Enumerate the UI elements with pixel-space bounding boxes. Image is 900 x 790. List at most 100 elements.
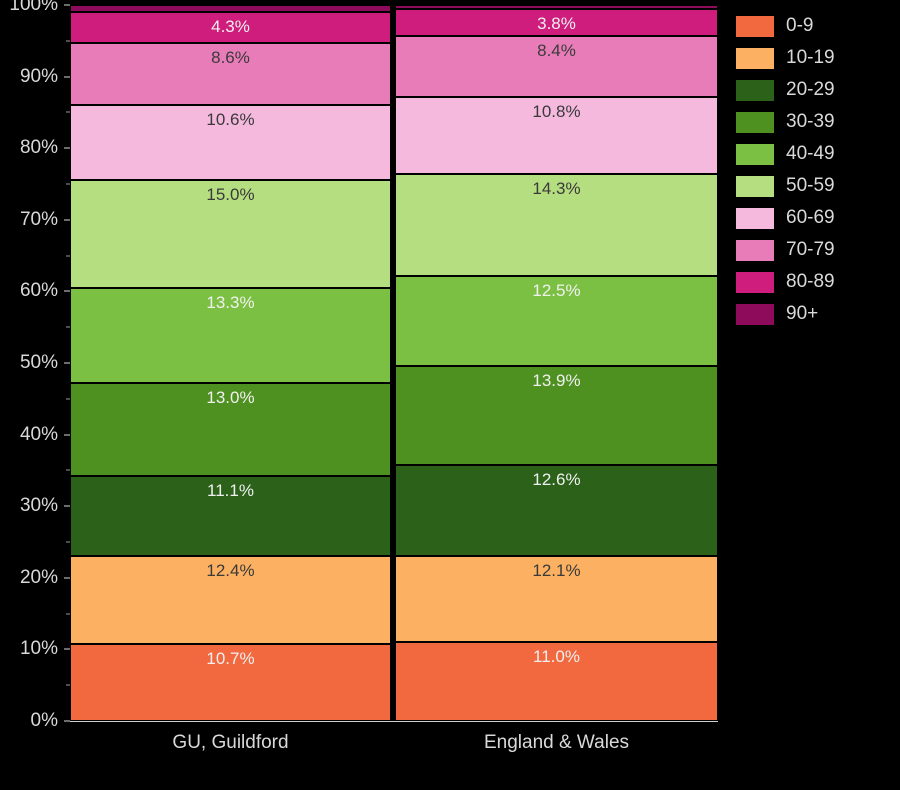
x-axis-line [70,721,718,722]
y-tick-label: 70% [19,208,58,230]
y-tick-label: 0% [30,710,58,731]
y-tick-label: 90% [19,65,58,87]
legend-item-label: 0-9 [786,15,814,36]
bar-gu-guildford[interactable]: 4.3% 8.6% 10.6% 15.0% 13.3% 13.0% 11.1% 12.4% 10… [70,5,391,721]
y-tick-label: 30% [19,495,58,517]
bar-segment-value-label: 12.4% [206,560,255,580]
legend-item-label: 60-69 [786,207,835,228]
bar-segment-value-label: 10.7% [206,649,255,669]
bar-segment-value-label: 12.5% [532,281,581,301]
y-tick-mark-minor [66,40,70,42]
bar-segment-value-label: 14.3% [532,178,581,198]
y-tick-label: 50% [19,352,58,373]
legend-item-label: 80-89 [786,271,835,292]
legend-item-label: 90+ [786,303,819,324]
legend-swatch-icon [736,143,774,165]
bar-segment[interactable]: 3.8% [395,9,718,37]
y-tick-mark [64,362,70,364]
bar-segment[interactable]: 12.6% [395,465,718,556]
y-tick-mark-minor [66,469,70,471]
bar-segment[interactable]: 12.5% [395,276,718,366]
bar-segment-value-label: 10.6% [206,109,255,129]
y-tick-label: 100% [9,0,58,15]
y-tick-label: 10% [19,638,58,660]
bar-segment[interactable]: 12.4% [70,555,391,645]
legend-swatch-icon [736,79,774,101]
legend-item[interactable]: 20-29 [736,74,896,106]
y-tick-mark [64,219,70,221]
y-tick-mark-minor [66,541,70,543]
bar-segment[interactable] [70,5,391,13]
legend-item-label: 40-49 [786,143,835,164]
y-tick-mark [64,4,70,6]
legend-swatch-icon [736,207,774,229]
y-tick-label: 60% [19,280,58,302]
bar-segment[interactable] [395,5,718,10]
y-tick-mark-minor [66,398,70,400]
y-tick-mark-minor [66,613,70,615]
legend-item-label: 70-79 [786,239,835,260]
x-axis-label-0: GU, Guildford [172,732,289,753]
bar-segment-value-label: 10.8% [532,101,581,121]
bar-segment[interactable]: 8.4% [395,36,718,97]
legend-item[interactable]: 50-59 [736,170,896,202]
legend-item[interactable]: 60-69 [736,202,896,234]
legend-item[interactable]: 10-19 [736,42,896,74]
bar-segment-value-label: 4.3% [211,17,250,37]
bar-segment[interactable]: 12.1% [395,555,718,643]
bar-segment-value-label: 13.9% [532,370,581,390]
x-axis-label-1: England & Wales [483,732,630,753]
y-axis: 0% 10% 20% 30% 40% 50% 60% 70% 80% 90% 100% [0,0,70,790]
legend-item[interactable]: 30-39 [736,106,896,138]
bar-segment[interactable]: 4.3% [70,12,391,43]
y-tick-mark [64,648,70,650]
legend-item[interactable]: 90+ [736,298,896,330]
bar-segment-value-label: 8.6% [211,47,250,67]
legend-swatch-icon [736,47,774,69]
bar-segment[interactable]: 13.3% [70,287,391,383]
bar-england-wales[interactable]: 3.8% 8.4% 10.8% 14.3% 12.5% 13.9% 12.6% 12.1% 11… [395,5,718,721]
y-tick-mark [64,505,70,507]
legend-item[interactable]: 40-49 [736,138,896,170]
legend-swatch-icon [736,271,774,293]
y-tick-mark-minor [66,111,70,113]
bar-segment-value-label: 11.0% [533,647,580,667]
bar-segment[interactable]: 10.6% [70,104,391,181]
bar-segment[interactable]: 10.8% [395,96,718,174]
y-tick-mark-minor [66,684,70,686]
bar-segment-value-label: 8.4% [537,41,576,61]
bar-segment-value-label: 12.6% [532,470,581,490]
y-tick-mark-minor [66,326,70,328]
y-tick-mark [64,147,70,149]
legend-item-label: 50-59 [786,175,835,196]
legend-item[interactable]: 80-89 [736,266,896,298]
bar-segment[interactable]: 11.1% [70,476,391,556]
bar-segment-value-label: 13.0% [206,388,255,407]
y-tick-mark [64,290,70,292]
y-tick-label: 40% [19,423,58,445]
legend: 0-9 10-19 20-29 30-39 40-49 50-59 60-69 70-79 80… [736,10,896,330]
y-tick-mark [64,434,70,436]
bar-segment[interactable]: 8.6% [70,42,391,105]
bar-segment[interactable]: 15.0% [70,180,391,288]
bar-segment[interactable]: 11.0% [395,642,718,721]
y-tick-mark [64,76,70,78]
y-tick-label: 20% [19,566,58,588]
bar-segment-value-label: 3.8% [537,14,576,34]
bar-segment[interactable]: 10.7% [70,644,391,721]
y-tick-mark [64,577,70,579]
bar-segment[interactable]: 13.9% [395,365,718,466]
bar-segment-value-label: 13.3% [206,292,255,312]
bar-segment[interactable]: 14.3% [395,173,718,277]
y-tick-mark-minor [66,255,70,257]
y-tick-label: 80% [19,137,58,159]
y-tick-mark [64,720,70,722]
bar-segment-value-label: 11.1% [207,481,254,501]
legend-item[interactable]: 70-79 [736,234,896,266]
bar-segment[interactable]: 13.0% [70,383,391,477]
bar-segment-value-label: 12.1% [532,560,581,580]
legend-item[interactable]: 0-9 [736,10,896,42]
legend-swatch-icon [736,175,774,197]
legend-swatch-icon [736,15,774,37]
